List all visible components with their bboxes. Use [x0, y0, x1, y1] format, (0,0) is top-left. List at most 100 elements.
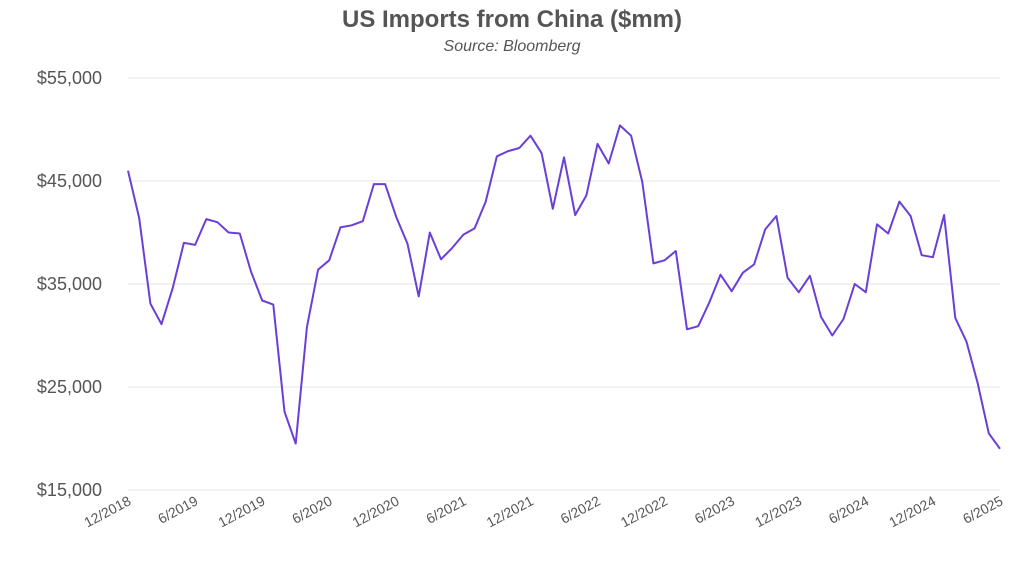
data-point: [529, 135, 531, 137]
data-point: [820, 316, 822, 318]
y-tick-label: $25,000: [37, 377, 102, 397]
data-point: [395, 216, 397, 218]
data-point: [183, 242, 185, 244]
data-point: [954, 317, 956, 319]
data-point: [406, 243, 408, 245]
data-point: [831, 335, 833, 337]
data-point: [496, 155, 498, 157]
data-point: [418, 295, 420, 297]
x-tick-label: 12/2022: [618, 492, 670, 530]
data-point: [250, 271, 252, 273]
data-point: [664, 259, 666, 261]
data-point: [194, 244, 196, 246]
x-tick-label: 6/2020: [289, 492, 335, 526]
data-point: [239, 233, 241, 235]
data-point: [228, 232, 230, 234]
data-point: [865, 291, 867, 293]
data-point: [597, 143, 599, 145]
data-point: [999, 448, 1001, 450]
data-point: [429, 232, 431, 234]
x-tick-label: 12/2021: [484, 492, 536, 530]
x-tick-label: 6/2021: [423, 492, 469, 526]
data-point: [720, 274, 722, 276]
data-point: [373, 183, 375, 185]
data-point: [977, 382, 979, 384]
data-point: [965, 341, 967, 343]
chart-title: US Imports from China ($mm): [341, 6, 683, 33]
data-point: [127, 170, 129, 172]
y-tick-label: $45,000: [37, 171, 102, 191]
x-tick-label: 6/2024: [826, 492, 872, 526]
data-point: [284, 411, 286, 413]
x-tick-label: 12/2020: [350, 492, 402, 530]
data-point: [474, 227, 476, 229]
data-point: [753, 263, 755, 265]
data-point: [764, 228, 766, 230]
x-tick-label: 12/2023: [752, 492, 804, 530]
data-point: [306, 326, 308, 328]
data-point: [563, 156, 565, 158]
data-point: [351, 224, 353, 226]
data-point: [988, 432, 990, 434]
data-point: [172, 287, 174, 289]
data-point: [552, 208, 554, 210]
data-point: [339, 226, 341, 228]
series-line: [127, 124, 1001, 450]
chart-subtitle: Source: Bloomberg: [443, 38, 581, 55]
data-point: [798, 291, 800, 293]
data-point: [787, 277, 789, 279]
y-tick-label: $15,000: [37, 480, 102, 500]
y-tick-label: $35,000: [37, 274, 102, 294]
x-tick-label: 6/2023: [692, 492, 738, 526]
data-point: [451, 247, 453, 249]
data-point: [910, 215, 912, 217]
data-point: [384, 183, 386, 185]
data-point: [775, 215, 777, 217]
data-point: [887, 233, 889, 235]
data-point: [485, 201, 487, 203]
data-point: [574, 214, 576, 216]
data-point: [216, 221, 218, 223]
data-point: [708, 302, 710, 304]
data-point: [686, 328, 688, 330]
data-point: [742, 272, 744, 274]
data-point: [541, 152, 543, 154]
data-point: [161, 323, 163, 325]
data-point: [362, 220, 364, 222]
x-tick-label: 6/2025: [960, 492, 1006, 526]
data-point: [149, 303, 151, 305]
data-point: [675, 250, 677, 252]
data-point: [697, 325, 699, 327]
data-point: [462, 234, 464, 236]
data-point: [328, 259, 330, 261]
x-tick-label: 6/2022: [558, 492, 604, 526]
data-point: [943, 214, 945, 216]
data-point: [205, 218, 207, 220]
data-point: [272, 304, 274, 306]
x-tick-label: 12/2019: [215, 492, 267, 530]
data-point: [518, 147, 520, 149]
data-point: [809, 275, 811, 277]
data-point: [630, 135, 632, 137]
x-tick-label: 12/2024: [886, 492, 938, 530]
data-point: [440, 258, 442, 260]
data-point: [898, 201, 900, 203]
data-point: [585, 194, 587, 196]
x-tick-label: 6/2019: [155, 492, 201, 526]
data-point: [641, 181, 643, 183]
data-point: [842, 318, 844, 320]
data-point: [932, 256, 934, 258]
y-tick-label: $55,000: [37, 68, 102, 88]
data-point: [608, 162, 610, 164]
data-point: [507, 150, 509, 152]
data-point: [854, 283, 856, 285]
data-point: [138, 217, 140, 219]
data-point: [921, 254, 923, 256]
data-point: [619, 124, 621, 126]
data-point: [731, 290, 733, 292]
data-point: [652, 262, 654, 264]
data-point: [317, 269, 319, 271]
data-point: [295, 443, 297, 445]
